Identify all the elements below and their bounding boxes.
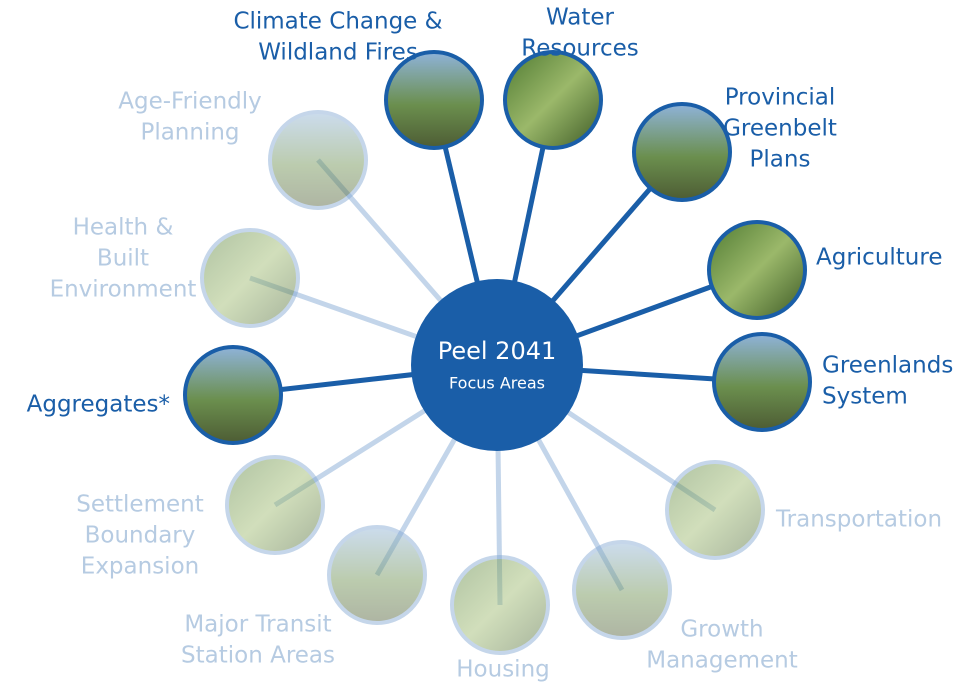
node-photo: [505, 52, 601, 148]
node-photo: [329, 527, 425, 623]
node-label: Management: [646, 648, 798, 674]
focus-node: [386, 52, 482, 148]
node-label: Plans: [750, 147, 811, 173]
node-photo: [270, 112, 366, 208]
node-label: Built: [97, 246, 149, 272]
node-label: Aggregates*: [27, 392, 170, 418]
hub-title: Peel 2041: [438, 337, 557, 365]
node-label: Water: [546, 5, 615, 31]
node-label: Boundary: [85, 523, 196, 549]
focus-node: [667, 462, 763, 558]
node-label: Agriculture: [816, 245, 943, 271]
node-label: Climate Change &: [233, 9, 442, 35]
node-label: Health &: [73, 215, 174, 241]
node-photo: [634, 104, 730, 200]
node-photo: [386, 52, 482, 148]
node-photo: [574, 542, 670, 638]
node-label: Environment: [50, 277, 197, 303]
node-photo: [202, 230, 298, 326]
node-label: Wildland Fires: [258, 40, 418, 66]
focus-node: [329, 527, 425, 623]
node-label: Major Transit: [184, 612, 331, 638]
node-label: Transportation: [775, 507, 942, 533]
hub: [411, 279, 583, 451]
node-label: Age-Friendly: [118, 89, 262, 115]
focus-node: [714, 334, 810, 430]
node-photo: [714, 334, 810, 430]
node-label: Growth: [680, 617, 763, 643]
node-label: Greenlands: [822, 353, 953, 379]
node-label: Housing: [456, 657, 550, 683]
focus-node: [202, 230, 298, 326]
node-label: Station Areas: [181, 643, 335, 669]
focus-node: [574, 542, 670, 638]
focus-area-diagram: Peel 2041 Focus Areas Climate Change & Wi…: [0, 0, 980, 686]
node-label: Planning: [140, 120, 239, 146]
node-label: Expansion: [81, 554, 199, 580]
focus-node: [227, 457, 323, 553]
hub-subtitle: Focus Areas: [449, 374, 545, 393]
node-label: Resources: [521, 36, 638, 62]
focus-node: [270, 112, 366, 208]
focus-node: [185, 347, 281, 443]
node-photo: [667, 462, 763, 558]
node-photo: [227, 457, 323, 553]
focus-node: [709, 222, 805, 318]
node-photo: [452, 557, 548, 653]
node-label: Provincial: [725, 85, 836, 111]
node-label: System: [822, 384, 908, 410]
node-photo: [709, 222, 805, 318]
focus-node: [634, 104, 730, 200]
focus-node: [505, 52, 601, 148]
node-label: Settlement: [76, 492, 203, 518]
node-photo: [185, 347, 281, 443]
node-label: Greenbelt: [723, 116, 837, 142]
focus-node: [452, 557, 548, 653]
